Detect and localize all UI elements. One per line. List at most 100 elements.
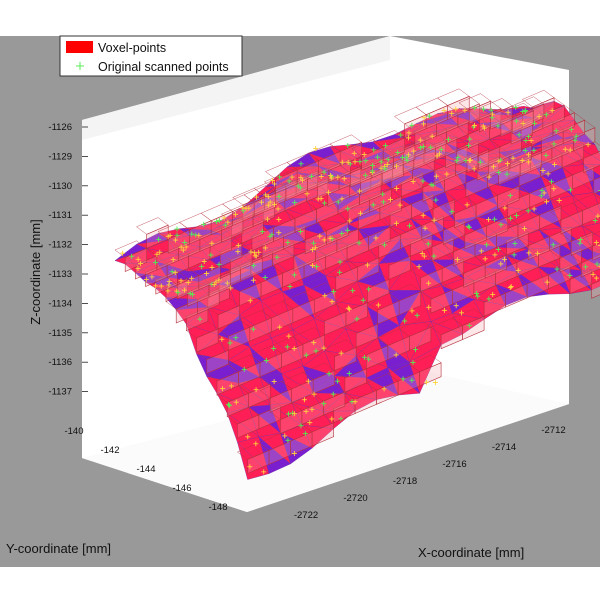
scanned-point — [360, 297, 366, 303]
scanned-point — [465, 223, 471, 229]
scanned-point — [370, 202, 376, 208]
scanned-point — [297, 185, 303, 191]
scanned-point — [425, 241, 431, 247]
z-tick-label: -1133 — [48, 269, 72, 280]
scanned-point — [400, 376, 406, 382]
scanned-point — [397, 202, 403, 208]
scanned-point — [378, 165, 384, 171]
scanned-point — [352, 399, 358, 405]
scanned-point — [431, 253, 437, 259]
z-tick-label: -1130 — [48, 181, 72, 192]
scanned-point — [183, 244, 189, 250]
scanned-point — [523, 137, 529, 143]
scanned-point — [248, 249, 254, 255]
scanned-point — [265, 202, 271, 208]
scanned-point — [196, 232, 202, 238]
voxel-cube — [581, 254, 600, 278]
scanned-point — [321, 345, 327, 351]
legend: Voxel-points Original scanned points — [59, 35, 243, 77]
scanned-point — [420, 212, 426, 218]
surface-facet — [187, 284, 220, 300]
scanned-point — [398, 132, 404, 138]
voxel-cube — [398, 319, 432, 337]
scanned-point — [466, 323, 472, 329]
scanned-point — [303, 352, 309, 358]
scanned-point — [528, 138, 534, 144]
surface-facet — [292, 329, 325, 367]
scanned-point — [253, 387, 259, 393]
scanned-point — [531, 206, 537, 212]
voxel-cube — [285, 163, 319, 181]
scanned-point — [426, 304, 432, 310]
scanned-point — [550, 242, 556, 248]
scanned-point — [169, 269, 175, 275]
scanned-point — [501, 256, 507, 262]
scanned-point — [178, 278, 184, 284]
surface-facet — [441, 285, 475, 314]
scanned-point — [263, 357, 269, 363]
scanned-point — [544, 199, 550, 205]
scanned-point — [211, 281, 217, 287]
scanned-point — [154, 251, 160, 257]
scanned-point — [417, 137, 423, 143]
scanned-point — [394, 186, 400, 192]
scanned-point — [410, 359, 416, 365]
scanned-point — [338, 416, 344, 422]
scanned-point — [539, 188, 545, 194]
scanned-point — [454, 158, 460, 164]
side-wall — [82, 36, 390, 140]
scanned-point — [233, 335, 239, 341]
surface-facet — [538, 266, 571, 295]
surface-facet — [334, 375, 367, 394]
scanned-point — [543, 112, 549, 118]
scanned-point — [378, 159, 384, 165]
scanned-point — [412, 347, 418, 353]
scanned-point — [357, 159, 363, 165]
surface-facet — [582, 226, 600, 253]
scanned-point — [393, 352, 399, 358]
scanned-point — [305, 378, 311, 384]
scanned-point — [516, 132, 522, 138]
scanned-point — [274, 254, 280, 260]
surface-facet — [560, 227, 594, 253]
surface-facet — [489, 139, 522, 153]
scanned-point — [256, 249, 262, 255]
scanned-point — [276, 216, 282, 222]
scanned-point — [526, 250, 532, 256]
scanned-point — [474, 290, 480, 296]
scanned-point — [197, 316, 203, 322]
voxel-cube — [583, 151, 600, 173]
scanned-point — [424, 379, 430, 385]
scanned-point — [429, 133, 435, 139]
scanned-point — [352, 159, 358, 165]
scanned-point — [120, 250, 126, 256]
scanned-point — [510, 155, 516, 161]
scanned-point — [441, 108, 447, 114]
surface-facet — [248, 406, 281, 438]
scanned-point — [590, 271, 596, 277]
y-tick-label: -146 — [172, 483, 191, 494]
surface-facet — [541, 143, 574, 148]
scanned-point — [459, 310, 465, 316]
scanned-point — [182, 240, 188, 246]
scanned-point — [520, 120, 526, 126]
scanned-point — [345, 206, 351, 212]
x-axis-label: X-coordinate [mm] — [418, 545, 524, 560]
scanned-point — [357, 188, 363, 194]
scanned-point — [165, 288, 171, 294]
scanned-point — [253, 441, 259, 447]
scanned-point — [567, 272, 573, 278]
scanned-point — [502, 205, 508, 211]
scanned-point — [568, 126, 574, 132]
z-tick-label: -1134 — [48, 298, 72, 309]
surface-facet — [281, 373, 314, 403]
surface-facet — [209, 246, 242, 268]
scanned-point — [307, 420, 313, 426]
scanned-point — [393, 163, 399, 169]
scanned-point — [330, 391, 336, 397]
surface-facet — [312, 392, 346, 412]
voxel-cube — [511, 96, 545, 114]
scanned-point — [481, 125, 487, 131]
scanned-point — [287, 284, 293, 290]
scanned-point — [271, 181, 277, 187]
